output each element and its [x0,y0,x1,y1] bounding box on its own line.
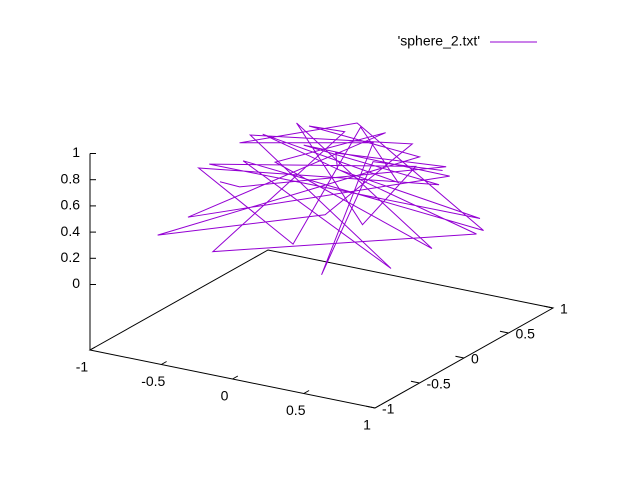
y-tick-label: -0.5 [427,376,451,392]
x-tick-label: 0.5 [286,402,306,418]
y-tick [410,380,420,384]
x-tick [303,390,310,394]
y-tick [455,355,465,359]
y-tick-label: 0 [471,351,479,367]
z-tick-label: 1 [72,144,80,160]
z-tick-label: 0.2 [61,249,81,265]
z-tick-label: 0 [72,275,80,291]
data-line [157,122,484,275]
y-tick-label: 1 [560,301,568,317]
y-tick [544,305,554,309]
x-tick-label: -1 [76,359,89,375]
z-tick-label: 0.6 [61,197,81,213]
y-tick-label: 0.5 [516,326,536,342]
y-tick-label: -1 [382,401,395,417]
z-tick-label: 0.8 [61,170,81,186]
x-tick [232,375,239,380]
x-tick-label: -0.5 [141,373,165,389]
y-tick [366,405,376,409]
z-tick-label: 0.4 [61,223,81,239]
x-tick-label: 1 [363,417,371,433]
x-tick [161,361,167,365]
x-tick [89,346,96,351]
legend-label: 'sphere_2.txt' [398,33,480,49]
x-tick-label: 0 [221,388,229,404]
x-tick [374,404,381,409]
y-tick [499,330,509,334]
